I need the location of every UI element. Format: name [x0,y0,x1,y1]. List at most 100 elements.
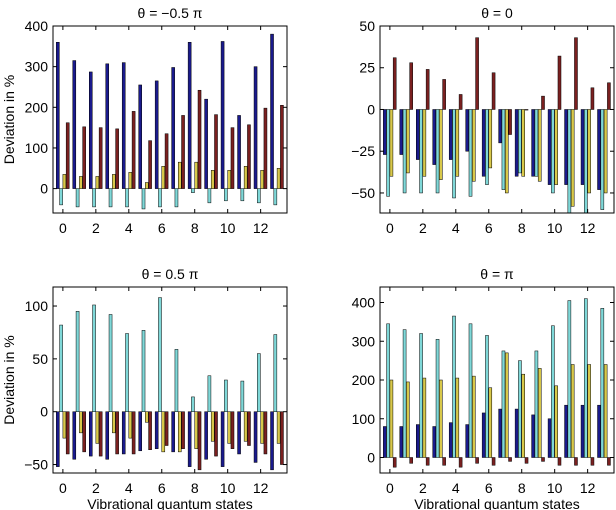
bar-s4-x4 [458,457,463,468]
x-tick-label: 12 [580,480,596,496]
bar-s4-x3 [442,457,446,466]
chart-title: θ = 0.5 π [142,266,199,282]
x-tick-label: 8 [518,480,526,496]
bar-s2-x11 [567,109,572,214]
bar-s1-x10 [547,109,552,185]
bar-s3-x2 [95,411,100,444]
x-tick-label: 6 [485,480,493,496]
bar-s2-x4 [125,188,129,208]
bar-s1-x6 [481,109,486,177]
bar-s1-x9 [531,414,535,458]
bar-s1-x2 [89,71,93,189]
bar-s2-x13 [600,308,605,458]
y-tick-label: 300 [352,333,376,349]
y-tick-label: 100 [25,298,49,314]
y-tick-label: 0 [40,181,48,197]
bar-s4-x4 [131,111,136,189]
bar-s4-x3 [442,79,446,110]
x-tick-label: 12 [253,220,269,236]
bar-s1-x7 [498,109,502,144]
bar-s2-x1 [75,311,80,412]
bar-s2-x11 [567,300,572,458]
bar-s1-x12 [580,404,585,458]
bar-s4-x9 [541,95,545,110]
x-tick-label: 6 [158,220,166,236]
y-tick-label: −25 [351,143,375,159]
bar-s1-x12 [580,109,585,185]
bar-s2-x8 [191,396,195,412]
bar-s1-x11 [564,109,568,185]
bar-s1-x7 [498,408,502,458]
bar-s1-x3 [432,109,437,165]
y-tick-label: 0 [367,450,375,466]
y-tick-label: 0 [367,101,375,117]
bar-s1-x1 [399,426,404,458]
bar-s4-x11 [247,124,251,189]
bar-s4-x1 [409,62,413,110]
bar-s4-x5 [475,37,479,110]
bar-s3-x13 [603,364,608,458]
bar-s1-x5 [138,411,142,452]
bar-s2-x1 [75,188,80,208]
bar-s4-x9 [214,114,218,189]
bar-s2-x4 [452,315,456,458]
bar-s4-x10 [230,411,235,449]
x-tick-label: 12 [253,480,269,496]
bar-s4-x1 [82,126,86,189]
bar-s4-x10 [557,55,562,110]
bar-s1-x6 [481,412,486,458]
bar-s2-x12 [257,188,261,204]
bar-s3-x4 [128,172,133,189]
bar-s2-x0 [59,188,63,206]
y-tick-label: −50 [24,457,48,473]
bar-s3-x2 [95,176,100,189]
bar-s1-x5 [465,109,469,152]
bar-s4-x8 [524,109,529,111]
bar-s3-x8 [194,411,199,449]
bar-s2-x1 [402,329,407,458]
bar-s4-x5 [148,411,152,451]
bar-s1-x4 [448,422,453,458]
x-tick-label: 12 [580,220,596,236]
bar-s3-x0 [389,109,394,177]
bar-s4-x2 [98,127,103,189]
bar-s3-x6 [161,411,166,453]
bar-s1-x3 [105,411,110,460]
x-tick-label: 10 [220,220,236,236]
bar-s4-x2 [425,457,430,466]
bar-s4-x7 [508,109,512,135]
bar-s3-x5 [472,109,476,182]
bar-s1-x6 [154,411,159,449]
bar-s4-x12 [590,457,595,466]
bar-s2-x9 [207,375,212,412]
bar-s4-x8 [197,89,202,189]
axes-frame [379,25,615,214]
bar-s3-x2 [422,377,427,458]
bar-s3-x10 [554,385,558,458]
bar-s1-x0 [383,109,387,155]
bar-s2-x7 [174,188,179,208]
bar-s4-x12 [590,87,595,110]
bar-s4-x9 [214,411,218,457]
bar-s4-x10 [557,457,562,466]
bar-s4-x8 [524,457,529,464]
bar-s4-x13 [280,105,284,189]
x-tick-label: 0 [386,480,394,496]
x-tick-label: 8 [191,480,199,496]
bar-s1-x13 [597,404,601,458]
x-tick-label: 8 [191,220,199,236]
y-axis-label: Deviation in % [1,75,17,165]
x-tick-label: 0 [59,220,67,236]
bar-s4-x6 [164,411,169,446]
bar-s4-x5 [148,140,152,189]
x-tick-label: 10 [547,480,563,496]
bar-s3-x5 [145,411,149,423]
bar-s4-x0 [65,122,70,189]
y-tick-label: 0 [40,404,48,420]
bar-s1-x6 [154,80,159,189]
bar-s1-x4 [121,411,126,455]
bar-s2-x8 [191,188,195,193]
bar-s3-x3 [112,174,116,189]
x-tick-label: 0 [386,220,394,236]
bar-s3-x0 [389,379,394,458]
